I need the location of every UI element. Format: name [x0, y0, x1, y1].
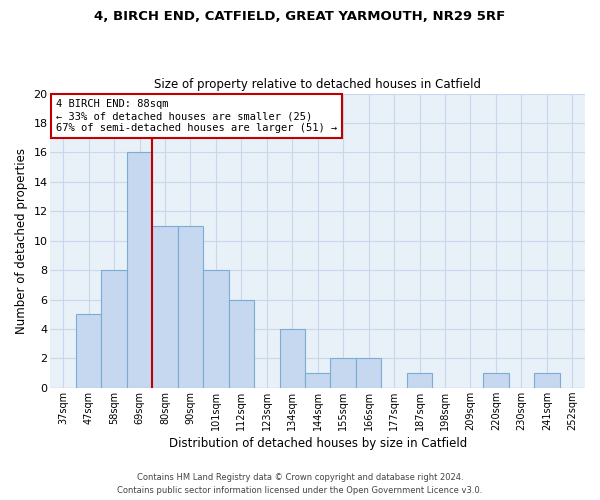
Bar	[331, 358, 356, 388]
Bar	[534, 373, 560, 388]
Text: 4 BIRCH END: 88sqm
← 33% of detached houses are smaller (25)
67% of semi-detache: 4 BIRCH END: 88sqm ← 33% of detached hou…	[56, 100, 337, 132]
Bar	[178, 226, 203, 388]
X-axis label: Distribution of detached houses by size in Catfield: Distribution of detached houses by size …	[169, 437, 467, 450]
Bar	[152, 226, 178, 388]
Bar	[76, 314, 101, 388]
Text: 4, BIRCH END, CATFIELD, GREAT YARMOUTH, NR29 5RF: 4, BIRCH END, CATFIELD, GREAT YARMOUTH, …	[94, 10, 506, 23]
Title: Size of property relative to detached houses in Catfield: Size of property relative to detached ho…	[154, 78, 481, 91]
Bar	[127, 152, 152, 388]
Bar	[203, 270, 229, 388]
Bar	[229, 300, 254, 388]
Bar	[356, 358, 382, 388]
Text: Contains HM Land Registry data © Crown copyright and database right 2024.
Contai: Contains HM Land Registry data © Crown c…	[118, 474, 482, 495]
Bar	[101, 270, 127, 388]
Bar	[407, 373, 432, 388]
Bar	[280, 329, 305, 388]
Bar	[305, 373, 331, 388]
Bar	[483, 373, 509, 388]
Y-axis label: Number of detached properties: Number of detached properties	[15, 148, 28, 334]
